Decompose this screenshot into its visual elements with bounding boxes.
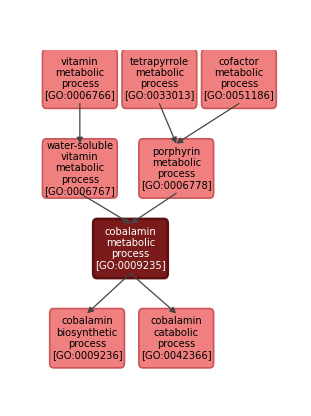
Text: cofactor
metabolic
process
[GO:0051186]: cofactor metabolic process [GO:0051186] bbox=[204, 57, 274, 101]
Text: cobalamin
metabolic
process
[GO:0009235]: cobalamin metabolic process [GO:0009235] bbox=[95, 227, 166, 270]
FancyBboxPatch shape bbox=[93, 219, 168, 278]
Text: tetrapyrrole
metabolic
process
[GO:0033013]: tetrapyrrole metabolic process [GO:00330… bbox=[124, 57, 195, 101]
FancyBboxPatch shape bbox=[202, 49, 276, 109]
FancyBboxPatch shape bbox=[43, 139, 117, 198]
Text: cobalamin
biosynthetic
process
[GO:0009236]: cobalamin biosynthetic process [GO:00092… bbox=[52, 317, 123, 360]
Text: cobalamin
catabolic
process
[GO:0042366]: cobalamin catabolic process [GO:0042366] bbox=[141, 317, 211, 360]
FancyBboxPatch shape bbox=[43, 49, 117, 109]
Text: porphyrin
metabolic
process
[GO:0006778]: porphyrin metabolic process [GO:0006778] bbox=[141, 146, 211, 190]
FancyBboxPatch shape bbox=[122, 49, 197, 109]
FancyBboxPatch shape bbox=[50, 309, 124, 368]
Text: water-soluble
vitamin
metabolic
process
[GO:0006767]: water-soluble vitamin metabolic process … bbox=[44, 141, 115, 196]
FancyBboxPatch shape bbox=[139, 139, 214, 198]
Text: vitamin
metabolic
process
[GO:0006766]: vitamin metabolic process [GO:0006766] bbox=[44, 57, 115, 101]
FancyBboxPatch shape bbox=[139, 309, 214, 368]
